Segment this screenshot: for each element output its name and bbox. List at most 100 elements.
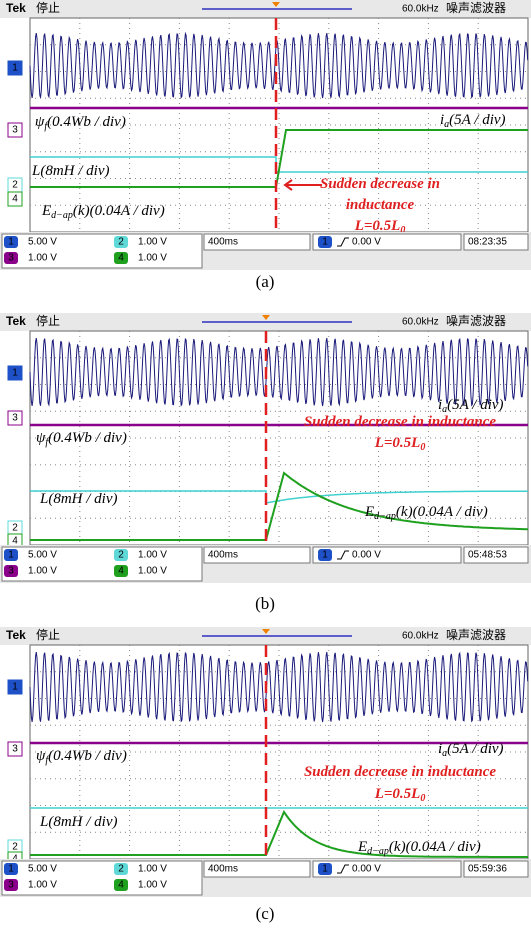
trigger-id: 1 — [322, 550, 328, 561]
channel-marker-label: 3 — [12, 125, 18, 136]
freq: 60.0kHz — [402, 631, 439, 642]
channel-scale: 1.00 V — [28, 566, 57, 577]
channel-scale: 1.00 V — [138, 253, 167, 264]
annotation-rest: (0.4Wb / div) — [47, 114, 126, 130]
annotation: L=0.5L0 — [374, 786, 426, 804]
annotation: Sudden decrease in inductance — [304, 414, 496, 430]
annotation: L(8mH / div) — [31, 163, 110, 179]
channel-marker-label: 3 — [12, 413, 18, 424]
timebase: 400ms — [208, 237, 238, 248]
channel-marker-label: 2 — [12, 842, 18, 853]
clock: 05:48:53 — [468, 550, 507, 561]
channel-scale: 1.00 V — [138, 550, 167, 561]
filter: 噪声滤波器 — [446, 1, 506, 15]
panel-label: (c) — [256, 904, 275, 923]
annotation-main: L=0.5L — [374, 786, 421, 802]
filter: 噪声滤波器 — [446, 314, 506, 328]
channel-scale: 1.00 V — [138, 566, 167, 577]
filter: 噪声滤波器 — [446, 628, 506, 642]
annotation-main: L(8mH / div) — [31, 163, 110, 179]
annotation-sub: d−ap — [367, 846, 389, 857]
annotation-sub: d−ap — [51, 210, 73, 221]
annotation: Sudden decrease in — [320, 176, 440, 192]
trigger-level: 0.00 V — [352, 237, 381, 248]
channel-id: 1 — [8, 237, 14, 248]
timebase: 400ms — [208, 864, 238, 875]
freq: 60.0kHz — [402, 317, 439, 328]
status: 停止 — [36, 0, 60, 15]
channel-scale: 1.00 V — [138, 864, 167, 875]
channel-marker-label: 2 — [12, 523, 18, 534]
clock: 05:59:36 — [468, 864, 507, 875]
annotation: inductance — [346, 197, 415, 213]
channel-marker-label: 1 — [12, 368, 18, 379]
annotation-rest: (0.4Wb / div) — [48, 748, 127, 764]
scope-panel: Tek 停止 60.0kHz 噪声滤波器 1 3 2 4 ψf(0.4Wb / div) ia(5… — [0, 313, 531, 583]
brand: Tek — [6, 1, 26, 15]
channel-scale: 1.00 V — [28, 880, 57, 891]
annotation-main: E — [364, 504, 374, 520]
trigger-level: 0.00 V — [352, 550, 381, 561]
annotation: ψf(0.4Wb / div) — [35, 114, 126, 132]
annotation-main: E — [41, 203, 51, 219]
channel-id: 1 — [8, 550, 14, 561]
annotation-rest: (k)(0.04A / div) — [73, 203, 165, 219]
annotation: ψf(0.4Wb / div) — [36, 748, 127, 766]
annotation: ψf(0.4Wb / div) — [36, 430, 127, 448]
brand: Tek — [6, 628, 26, 642]
annotation: Sudden decrease in inductance — [304, 764, 496, 780]
channel-marker-label: 2 — [12, 180, 18, 191]
annotation-main: inductance — [346, 197, 415, 213]
annotation-sub: 0 — [420, 442, 425, 453]
panel-label: (b) — [255, 594, 275, 613]
channel-id: 4 — [118, 880, 124, 891]
annotation-rest: (5A / div) — [449, 112, 505, 128]
channel-scale: 5.00 V — [28, 550, 57, 561]
annotation: ia(5A / div) — [438, 741, 504, 759]
brand: Tek — [6, 314, 26, 328]
trigger-id: 1 — [322, 864, 328, 875]
channel-scale: 1.00 V — [28, 253, 57, 264]
channel-marker-label: 1 — [12, 63, 18, 74]
annotation-main: Sudden decrease in — [320, 176, 440, 192]
annotation-main: Sudden decrease in inductance — [304, 764, 496, 780]
channel-marker-label: 4 — [12, 194, 18, 205]
annotation-main: E — [357, 839, 367, 855]
annotation-rest: (5A / div) — [447, 741, 503, 757]
figure: Tek 停止 60.0kHz 噪声滤波器 1 3 2 4 ψf(0.4Wb / div) ia(5… — [0, 0, 531, 930]
channel-id: 3 — [8, 880, 14, 891]
status: 停止 — [36, 313, 60, 328]
annotation: ia(5A / div) — [438, 397, 504, 415]
annotation-rest: (5A / div) — [447, 397, 503, 413]
scope-panel: Tek 停止 60.0kHz 噪声滤波器 1 3 2 4 ψf(0.4Wb / div) ia(5… — [0, 627, 531, 897]
channel-id: 4 — [118, 566, 124, 577]
trigger-id: 1 — [322, 237, 328, 248]
annotation-main: Sudden decrease in inductance — [304, 414, 496, 430]
channel-scale: 5.00 V — [28, 864, 57, 875]
freq: 60.0kHz — [402, 4, 439, 15]
timebase: 400ms — [208, 550, 238, 561]
annotation: L=0.5L0 — [374, 435, 426, 453]
panel-label: (a) — [256, 272, 275, 291]
annotation: L(8mH / div) — [39, 491, 118, 507]
channel-marker-label: 3 — [12, 744, 18, 755]
channel-marker-label: 4 — [12, 536, 18, 547]
annotation-main: L(8mH / div) — [39, 491, 118, 507]
channel-scale: 1.00 V — [138, 237, 167, 248]
channel-id: 2 — [118, 237, 124, 248]
annotation-rest: (k)(0.04A / div) — [396, 504, 488, 520]
channel-id: 4 — [118, 253, 124, 264]
channel-id: 3 — [8, 253, 14, 264]
channel-scale: 1.00 V — [138, 880, 167, 891]
clock: 08:23:35 — [468, 237, 507, 248]
trigger-box — [313, 234, 461, 250]
annotation-sub: 0 — [420, 793, 425, 804]
annotation: ia(5A / div) — [440, 112, 506, 130]
trigger-level: 0.00 V — [352, 864, 381, 875]
trigger-box — [313, 861, 461, 877]
channel-marker-label: 1 — [12, 682, 18, 693]
annotation-rest: (k)(0.04A / div) — [389, 839, 481, 855]
status: 停止 — [36, 627, 60, 642]
channel-id: 3 — [8, 566, 14, 577]
channel-id: 2 — [118, 550, 124, 561]
